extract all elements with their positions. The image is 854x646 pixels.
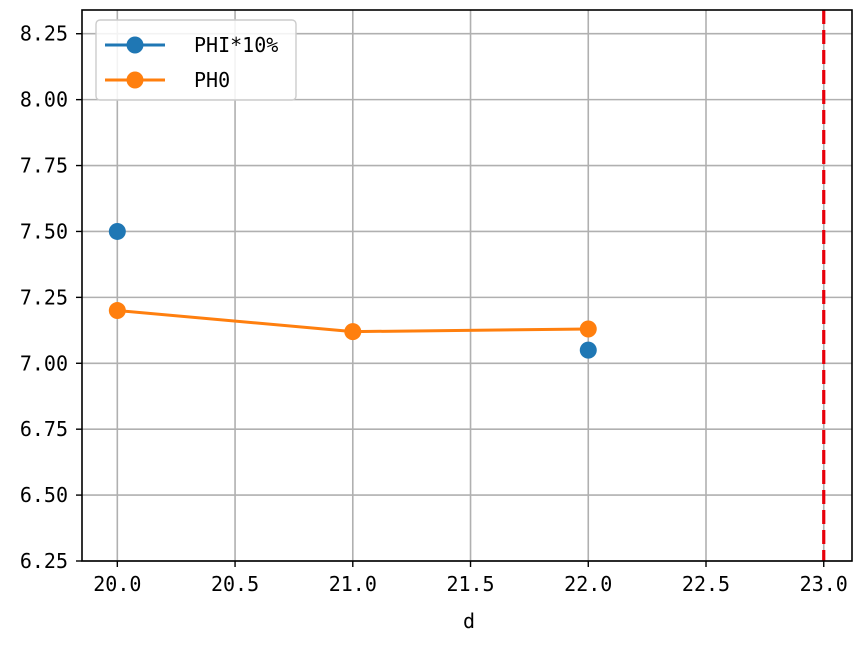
y-axis: 6.25 6.50 6.75 7.00 7.25 7.50 7.75 8.00 8.25 (20, 22, 82, 573)
legend: PHI*10% PH0 (95, 19, 297, 101)
series-1 (108, 302, 597, 341)
y-tick-label: 6.75 (20, 417, 68, 441)
legend-item: PH0 (105, 68, 230, 92)
legend-item: PHI*10% (105, 33, 278, 57)
y-tick-label: 6.50 (20, 483, 68, 507)
data-point (579, 341, 597, 359)
y-tick-label: 7.25 (20, 285, 68, 309)
x-axis-label: d (463, 609, 475, 633)
x-tick-label: 23.0 (800, 572, 848, 596)
y-tick-label: 6.25 (20, 549, 68, 573)
data-point (108, 302, 126, 320)
legend-marker (126, 71, 144, 89)
y-tick-label: 7.50 (20, 219, 68, 243)
y-tick-label: 7.00 (20, 351, 68, 375)
x-tick-label: 21.5 (446, 572, 494, 596)
grid (82, 10, 852, 562)
y-tick-label: 8.25 (20, 22, 68, 46)
legend-label: PHI*10% (194, 33, 278, 57)
x-tick-label: 20.0 (93, 572, 141, 596)
legend-label: PH0 (194, 68, 230, 92)
x-axis: 20.0 20.5 21.0 21.5 22.0 22.5 23.0 (93, 561, 848, 596)
series-layer (108, 222, 597, 359)
y-tick-label: 8.00 (20, 88, 68, 112)
data-point (108, 222, 126, 240)
legend-marker (126, 36, 144, 54)
x-tick-label: 21.0 (329, 572, 377, 596)
x-tick-label: 20.5 (211, 572, 259, 596)
data-point (344, 323, 362, 341)
x-tick-label: 22.5 (682, 572, 730, 596)
data-point (579, 320, 597, 338)
series-0 (108, 222, 597, 359)
x-tick-label: 22.0 (564, 572, 612, 596)
plot-frame (81, 9, 853, 562)
y-tick-label: 7.75 (20, 154, 68, 178)
